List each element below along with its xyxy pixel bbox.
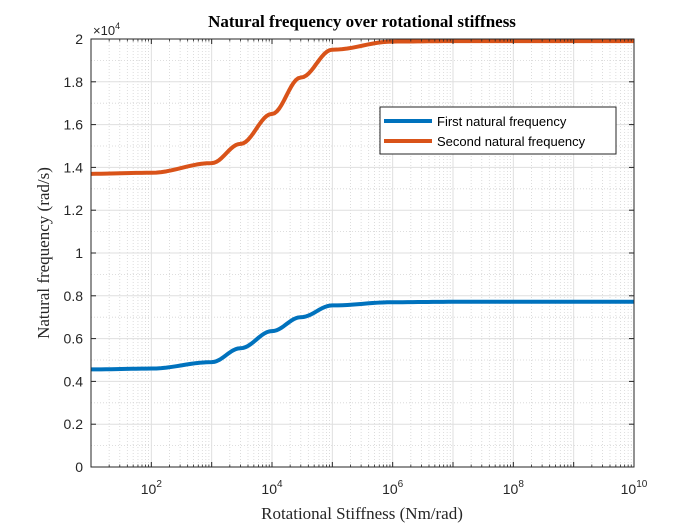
legend-label-second: Second natural frequency xyxy=(437,134,586,149)
y-tick-label: 1.6 xyxy=(64,117,84,133)
minor-grid xyxy=(91,39,634,467)
y-tick-label: 0.2 xyxy=(64,416,84,432)
y-exponent-label: ×104 xyxy=(93,21,120,38)
y-tick-label: 1.8 xyxy=(64,74,84,90)
y-tick-label: 1.2 xyxy=(64,202,84,218)
y-tick-label: 1.4 xyxy=(64,159,84,175)
series-line-first xyxy=(90,299,634,372)
y-tick-labels: 0 0.2 0.4 0.6 0.8 1 1.2 1.4 1.6 1.8 2 xyxy=(64,31,84,475)
x-tick-labels: 102 104 106 108 1010 xyxy=(141,479,648,497)
x-tick-label: 106 xyxy=(382,479,404,497)
x-tick-label: 102 xyxy=(141,479,163,497)
legend-box xyxy=(379,106,617,155)
y-tick-label: 0 xyxy=(75,459,83,475)
legend-label-first: First natural frequency xyxy=(437,114,567,129)
chart-title: Natural frequency over rotational stiffn… xyxy=(208,12,516,31)
y-tick-label: 0.4 xyxy=(64,373,84,389)
series-layer xyxy=(90,39,634,372)
axis-ticks xyxy=(90,38,635,468)
x-tick-label: 104 xyxy=(261,479,283,497)
series-line-second xyxy=(90,39,634,176)
y-axis-label: Natural frequency (rad/s) xyxy=(34,167,53,339)
x-tick-label: 1010 xyxy=(621,479,648,497)
y-tick-label: 0.8 xyxy=(64,288,84,304)
y-tick-label: 2 xyxy=(75,31,83,47)
x-axis-label: Rotational Stiffness (Nm/rad) xyxy=(261,504,463,523)
legend: First natural frequency Second natural f… xyxy=(379,106,617,155)
y-tick-label: 1 xyxy=(75,245,83,261)
y-tick-label: 0.6 xyxy=(64,331,84,347)
x-tick-label: 108 xyxy=(503,479,525,497)
